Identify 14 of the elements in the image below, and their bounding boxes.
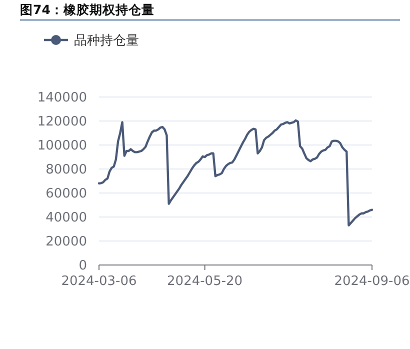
legend-label: 品种持仓量 <box>74 34 139 49</box>
y-tick-label: 20000 <box>46 234 87 250</box>
x-tick-label: 2024-09-06 <box>334 274 410 289</box>
y-tick-label: 60000 <box>46 186 87 202</box>
y-tick-label: 0 <box>78 258 87 274</box>
y-tick-label: 80000 <box>46 162 87 178</box>
y-tick-label: 120000 <box>37 114 87 130</box>
y-tick-label: 40000 <box>46 210 87 226</box>
x-tick-label: 2024-03-06 <box>61 274 137 289</box>
x-tick-label: 2024-05-20 <box>167 274 243 289</box>
y-tick-label: 140000 <box>37 90 87 106</box>
chart-title: 图74：橡胶期权持仓量 <box>20 2 154 17</box>
line-series <box>98 119 374 226</box>
y-tick-label: 100000 <box>37 138 87 154</box>
